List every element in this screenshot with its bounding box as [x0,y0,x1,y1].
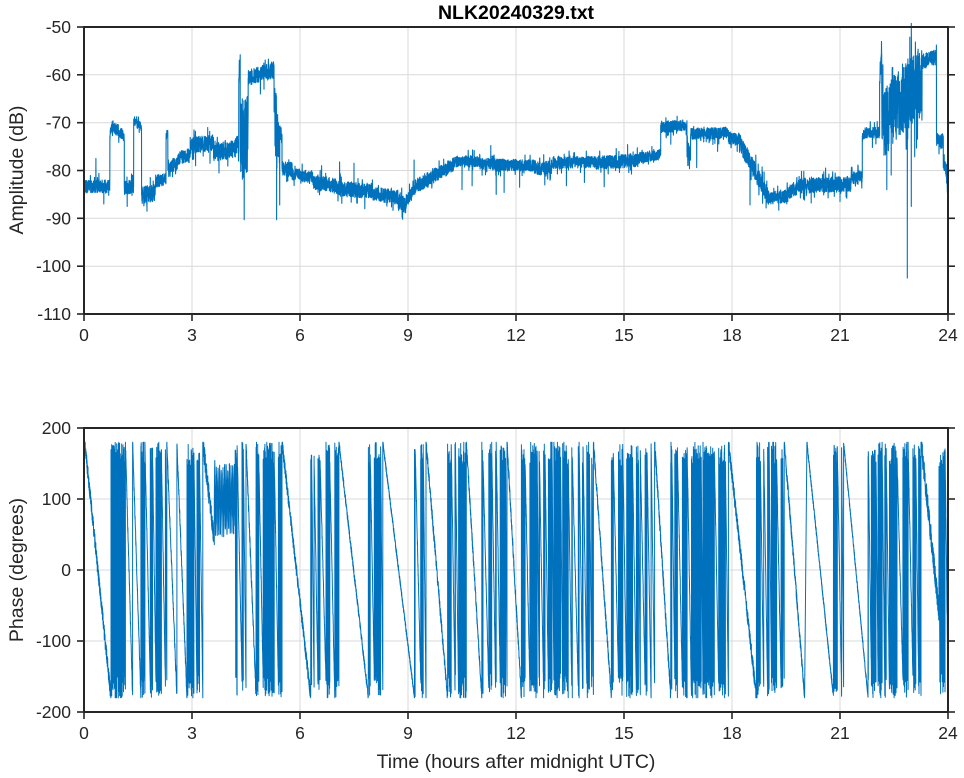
phase-axes-box [83,427,949,713]
x-tick-label: 15 [614,723,633,743]
y-tick-label: -90 [46,208,72,228]
phase-series-line [84,441,949,699]
x-tick-label: 18 [722,723,741,743]
y-tick-label: 100 [42,489,71,509]
y-tick-label: -100 [36,631,71,651]
x-tick-label: 0 [79,723,89,743]
y-tick-label: -60 [46,65,72,85]
y-tick-label: -110 [37,304,71,324]
x-tick-label: 6 [295,325,305,345]
x-tick-label: 9 [403,325,413,345]
phase-tick-labels: 0 3 6 9 12 15 18 21 24 -200 -100 0 100 200 [36,418,958,743]
x-tick-label: 6 [295,723,305,743]
phase-gridlines [83,427,949,713]
phase-y-axis-label: Phase (degrees) [6,498,28,642]
y-tick-label: -200 [36,702,71,722]
x-axis-label: Time (hours after midnight UTC) [377,751,656,773]
amplitude-tick-marks [77,26,955,321]
phase-plot: 0 3 6 9 12 15 18 21 24 -200 -100 0 100 200 Phase (deg… [6,418,958,773]
x-tick-label: 15 [614,325,633,345]
y-tick-label: -80 [46,161,72,181]
x-tick-label: 3 [187,723,197,743]
x-tick-label: 12 [506,325,525,345]
amplitude-series-line [83,22,949,279]
x-tick-label: 24 [938,723,958,743]
y-tick-label: -50 [46,17,72,37]
x-tick-label: 21 [830,723,849,743]
x-tick-label: 12 [506,723,525,743]
x-tick-label: 0 [79,325,89,345]
y-tick-label: 200 [42,418,71,438]
figure-title: NLK20240329.txt [438,2,595,24]
phase-tick-marks [77,427,955,719]
amplitude-plot: 0 3 6 9 12 15 18 21 24 -110 -100 -90 -80 -70 -60 -50 NL… [6,2,958,345]
y-tick-label: 0 [61,560,71,580]
x-tick-label: 21 [830,325,849,345]
amplitude-axes-box [83,26,949,315]
amplitude-tick-labels: 0 3 6 9 12 15 18 21 24 -110 -100 -90 -80 -70 -60 -50 [36,17,958,345]
x-tick-label: 3 [187,325,197,345]
y-tick-label: -100 [36,256,71,276]
amplitude-y-axis-label: Amplitude (dB) [6,106,28,235]
x-tick-label: 18 [722,325,741,345]
x-tick-label: 24 [938,325,958,345]
x-tick-label: 9 [403,723,413,743]
y-tick-label: -70 [46,113,72,133]
